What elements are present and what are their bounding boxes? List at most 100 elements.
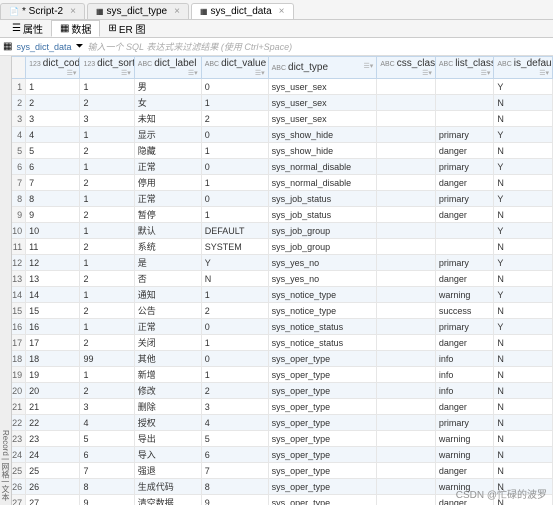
cell[interactable]: sys_oper_type	[268, 351, 377, 367]
cell[interactable]: 2	[80, 335, 134, 351]
cell[interactable]: 1	[80, 127, 134, 143]
cell[interactable]: 男	[134, 79, 201, 95]
cell[interactable]: N	[201, 271, 268, 287]
cell[interactable]	[377, 399, 436, 415]
cell[interactable]: N	[494, 111, 553, 127]
cell[interactable]: N	[494, 143, 553, 159]
cell[interactable]: 1	[80, 223, 134, 239]
table-row[interactable]: 12121是Ysys_yes_noprimaryY	[1, 255, 553, 271]
cell[interactable]: 16	[26, 319, 80, 335]
cell[interactable]: 正常	[134, 191, 201, 207]
cell[interactable]: Y	[494, 255, 553, 271]
close-icon[interactable]: ×	[174, 6, 180, 17]
cell[interactable]: Y	[494, 319, 553, 335]
cell[interactable]: 正常	[134, 159, 201, 175]
cell[interactable]: 1	[26, 79, 80, 95]
cell[interactable]: 2	[80, 175, 134, 191]
cell[interactable]: danger	[435, 271, 494, 287]
table-row[interactable]: 23235导出5sys_oper_typewarningN	[1, 431, 553, 447]
table-row[interactable]: 20202修改2sys_oper_typeinfoN	[1, 383, 553, 399]
cell[interactable]	[435, 111, 494, 127]
cell[interactable]: sys_notice_status	[268, 335, 377, 351]
cell[interactable]: 14	[26, 287, 80, 303]
cell[interactable]: N	[494, 351, 553, 367]
cell[interactable]	[377, 207, 436, 223]
cell[interactable]: 是	[134, 255, 201, 271]
cell[interactable]: N	[494, 479, 553, 495]
cell[interactable]: 0	[201, 159, 268, 175]
cell[interactable]: 1	[80, 79, 134, 95]
cell[interactable]: 9	[26, 207, 80, 223]
cell[interactable]	[377, 159, 436, 175]
table-row[interactable]: 15152公告2sys_notice_typesuccessN	[1, 303, 553, 319]
breadcrumb[interactable]: sys_dict_data	[16, 42, 71, 52]
table-row[interactable]: 772停用1sys_normal_disabledangerN	[1, 175, 553, 191]
cell[interactable]: N	[494, 367, 553, 383]
cell[interactable]: danger	[435, 207, 494, 223]
cell[interactable]: warning	[435, 447, 494, 463]
table-row[interactable]: 11112系统SYSTEMsys_job_groupN	[1, 239, 553, 255]
filter-icon[interactable]: ☰▾	[364, 62, 374, 70]
cell[interactable]: 2	[80, 207, 134, 223]
close-icon[interactable]: ×	[279, 6, 285, 17]
cell[interactable]: 3	[26, 111, 80, 127]
table-row[interactable]: 992暂停1sys_job_statusdangerN	[1, 207, 553, 223]
table-row[interactable]: 19191新增1sys_oper_typeinfoN	[1, 367, 553, 383]
cell[interactable]: 18	[26, 351, 80, 367]
cell[interactable]: danger	[435, 175, 494, 191]
cell[interactable]: primary	[435, 319, 494, 335]
cell[interactable]: danger	[435, 335, 494, 351]
cell[interactable]: 3	[80, 399, 134, 415]
cell[interactable]: 6	[201, 447, 268, 463]
cell[interactable]: 公告	[134, 303, 201, 319]
column-header[interactable]: ABCdict_label☰▾	[134, 57, 201, 79]
cell[interactable]	[377, 303, 436, 319]
cell[interactable]	[435, 95, 494, 111]
cell[interactable]: 授权	[134, 415, 201, 431]
cell[interactable]: 1	[80, 319, 134, 335]
cell[interactable]: 7	[26, 175, 80, 191]
column-header[interactable]: ABCdict_value☰▾	[201, 57, 268, 79]
cell[interactable]	[377, 191, 436, 207]
table-row[interactable]: 181899其他0sys_oper_typeinfoN	[1, 351, 553, 367]
cell[interactable]	[377, 143, 436, 159]
cell[interactable]: 显示	[134, 127, 201, 143]
cell[interactable]	[377, 319, 436, 335]
cell[interactable]: 女	[134, 95, 201, 111]
filter-icon[interactable]: ☰▾	[481, 69, 491, 77]
table-row[interactable]: 24246导入6sys_oper_typewarningN	[1, 447, 553, 463]
cell[interactable]: N	[494, 95, 553, 111]
cell[interactable]	[377, 239, 436, 255]
filter-icon[interactable]: ☰▾	[121, 69, 131, 77]
cell[interactable]: 1	[201, 367, 268, 383]
cell[interactable]: 生成代码	[134, 479, 201, 495]
panel-tab[interactable]: ⊞ER 图	[100, 20, 153, 37]
cell[interactable]: 2	[201, 111, 268, 127]
cell[interactable]: 21	[26, 399, 80, 415]
cell[interactable]: sys_job_status	[268, 207, 377, 223]
cell[interactable]: info	[435, 367, 494, 383]
cell[interactable]: sys_notice_status	[268, 319, 377, 335]
cell[interactable]: 22	[26, 415, 80, 431]
cell[interactable]: 1	[201, 335, 268, 351]
cell[interactable]: N	[494, 303, 553, 319]
cell[interactable]: 否	[134, 271, 201, 287]
cell[interactable]: 未知	[134, 111, 201, 127]
cell[interactable]: 导入	[134, 447, 201, 463]
cell[interactable]	[377, 287, 436, 303]
cell[interactable]: 默认	[134, 223, 201, 239]
table-row[interactable]: 111男0sys_user_sexY	[1, 79, 553, 95]
cell[interactable]	[377, 415, 436, 431]
cell[interactable]: 20	[26, 383, 80, 399]
cell[interactable]: 24	[26, 447, 80, 463]
cell[interactable]: warning	[435, 287, 494, 303]
cell[interactable]: 4	[80, 415, 134, 431]
close-icon[interactable]: ×	[70, 6, 76, 17]
cell[interactable]: 6	[26, 159, 80, 175]
table-row[interactable]: 13132否Nsys_yes_nodangerN	[1, 271, 553, 287]
cell[interactable]	[435, 223, 494, 239]
panel-tab[interactable]: ▦数据	[51, 20, 100, 37]
column-header[interactable]: ABCdict_type☰▾	[268, 57, 377, 79]
cell[interactable]: warning	[435, 431, 494, 447]
data-grid[interactable]: 123dict_code☰▾123dict_sort☰▾ABCdict_labe…	[0, 56, 553, 505]
